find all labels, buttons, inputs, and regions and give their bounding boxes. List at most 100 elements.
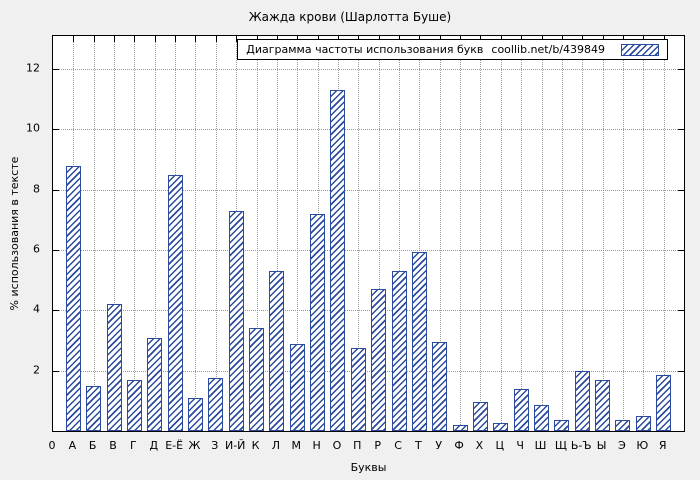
x-tick-mark	[175, 36, 177, 42]
x-tick-label: Л	[271, 439, 281, 452]
gridline-horizontal	[53, 189, 684, 191]
gridline-vertical	[93, 36, 95, 431]
gridline-horizontal	[53, 250, 684, 252]
x-axis-tick-labels: А Б В Г Д Е-Ё Ж З И-Й К Л М Н О П Р С Т У Ф Х Ц Ч Ш Щ Ь-Ъ Ы Э Ю Я 0	[48, 439, 685, 453]
bar	[411, 251, 427, 431]
bar	[534, 405, 550, 431]
x-tick-label: Ь-Ъ	[570, 439, 592, 452]
x-tick-mark	[195, 36, 197, 42]
bar	[187, 397, 203, 431]
gridline-vertical	[358, 36, 360, 431]
x-tick-label: Б	[88, 439, 97, 452]
legend-label: Диаграмма частоты использования букв	[246, 43, 484, 56]
x-tick-label: Р	[374, 439, 381, 452]
x-origin-label: 0	[48, 439, 56, 452]
bar	[228, 210, 244, 431]
gridline-vertical	[622, 36, 624, 431]
gridline-vertical	[439, 36, 441, 431]
x-tick-label: Ч	[516, 439, 524, 452]
x-tick-label: М	[291, 439, 302, 452]
x-tick-label: В	[109, 439, 117, 452]
bar	[126, 379, 142, 431]
x-tick-mark	[134, 36, 136, 42]
x-axis-label: Буквы	[350, 461, 387, 474]
y-tick-mark	[53, 370, 59, 372]
x-tick-label: З	[211, 439, 219, 452]
chart-title: Жажда крови (Шарлотта Буше)	[248, 10, 452, 24]
bar	[595, 379, 611, 431]
gridline-vertical	[480, 36, 482, 431]
y-tick-label: 12	[26, 61, 40, 75]
x-tick-label: И-Й	[224, 439, 246, 452]
gridline-vertical	[297, 36, 299, 431]
x-tick-label: У	[435, 439, 443, 452]
x-tick-label: С	[394, 439, 402, 452]
plot-area: Диаграмма частоты использования букв coo…	[52, 35, 685, 432]
bar	[656, 375, 672, 431]
gridline-vertical	[663, 36, 665, 431]
gridline-vertical	[521, 36, 523, 431]
y-tick-mark	[678, 250, 684, 252]
y-tick-mark	[678, 69, 684, 71]
bar	[452, 424, 468, 431]
x-tick-label: Э	[618, 439, 626, 452]
bar	[289, 343, 305, 431]
x-tick-label: Д	[149, 439, 159, 452]
bar	[615, 420, 631, 431]
x-tick-mark	[73, 36, 75, 42]
x-tick-label: О	[332, 439, 342, 452]
bar	[86, 385, 102, 431]
y-tick-mark	[678, 189, 684, 191]
gridline-vertical	[541, 36, 543, 431]
bar	[106, 304, 122, 431]
gridline-vertical	[460, 36, 462, 431]
gridline-vertical	[399, 36, 401, 431]
gridline-vertical	[195, 36, 197, 431]
x-tick-label: Т	[415, 439, 422, 452]
y-axis-tick-labels: 2 4 6 8 10 12	[0, 35, 46, 432]
gridline-horizontal	[53, 310, 684, 312]
x-tick-mark	[215, 36, 217, 42]
gridline-horizontal	[53, 370, 684, 372]
x-tick-mark	[114, 36, 116, 42]
bar	[432, 342, 448, 431]
x-tick-label: Ф	[454, 439, 464, 452]
bar	[310, 213, 326, 431]
x-tick-label: Н	[312, 439, 321, 452]
bar	[147, 337, 163, 431]
bar	[391, 271, 407, 431]
y-tick-mark	[53, 310, 59, 312]
gridline-vertical	[500, 36, 502, 431]
x-tick-mark	[154, 36, 156, 42]
gridline-vertical	[582, 36, 584, 431]
x-tick-label: Щ	[554, 439, 567, 452]
gridline-vertical	[602, 36, 604, 431]
gridline-vertical	[256, 36, 258, 431]
gridline-vertical	[114, 36, 116, 431]
bar	[269, 271, 285, 431]
y-tick-mark	[53, 69, 59, 71]
bar	[493, 423, 509, 431]
gridline-horizontal	[53, 129, 684, 131]
x-tick-label: Я	[658, 439, 667, 452]
y-tick-mark	[53, 189, 59, 191]
bar	[350, 348, 366, 431]
gridline-vertical	[561, 36, 563, 431]
y-tick-label: 2	[33, 363, 40, 377]
bar	[249, 328, 265, 431]
gridline-vertical	[643, 36, 645, 431]
x-tick-label: Е-Ё	[165, 439, 184, 452]
bar	[513, 388, 529, 431]
x-tick-mark	[93, 36, 95, 42]
y-tick-mark	[678, 370, 684, 372]
y-tick-label: 10	[26, 121, 40, 135]
legend-source: coollib.net/b/439849	[491, 43, 605, 56]
bar	[208, 378, 224, 431]
gridline-vertical	[419, 36, 421, 431]
y-tick-mark	[678, 129, 684, 131]
bar	[371, 289, 387, 431]
y-tick-label: 6	[33, 242, 40, 256]
x-tick-label: Х	[475, 439, 484, 452]
gridline-vertical	[215, 36, 217, 431]
